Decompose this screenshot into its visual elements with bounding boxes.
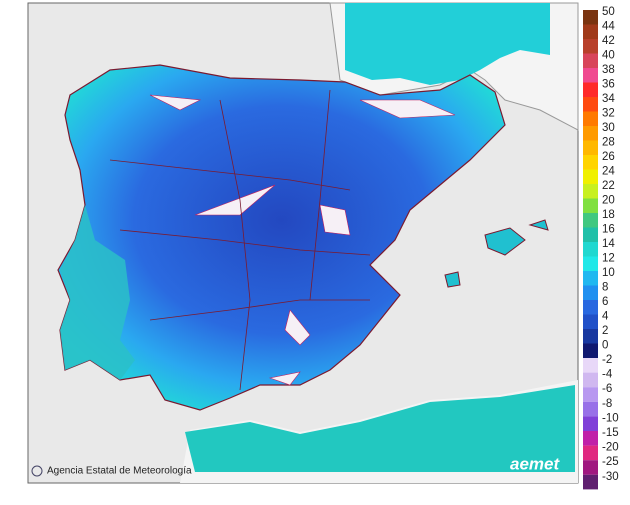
legend-swatch [583, 300, 598, 315]
legend-label: -20 [602, 442, 619, 454]
legend-swatch [583, 126, 598, 141]
legend-label: 30 [602, 122, 615, 134]
legend-label: 0 [602, 340, 608, 352]
france-coverage [345, 3, 550, 85]
legend-label: 8 [602, 282, 608, 294]
legend-swatch [583, 358, 598, 373]
legend-label: 36 [602, 79, 615, 91]
legend-label: -30 [602, 471, 619, 483]
africa-coverage [185, 385, 575, 472]
legend-swatch [583, 39, 598, 54]
legend-swatch [583, 416, 598, 431]
legend-swatch [583, 184, 598, 199]
legend-swatch [583, 285, 598, 300]
legend-swatch [583, 387, 598, 402]
legend-label: 28 [602, 137, 615, 149]
legend-swatch [583, 343, 598, 358]
legend-swatch [583, 271, 598, 286]
legend-label: 50 [602, 6, 615, 18]
credit: Agencia Estatal de Meteorología [47, 466, 192, 477]
legend-swatch [583, 401, 598, 417]
legend-swatch [583, 460, 598, 475]
legend-label: 10 [602, 267, 615, 279]
legend-label: 22 [602, 180, 615, 192]
legend-swatch [583, 24, 598, 39]
legend-swatch [583, 474, 598, 490]
legend-label: -25 [602, 456, 619, 468]
legend-label: 26 [602, 151, 615, 163]
legend-swatch [583, 242, 598, 257]
legend-swatch [583, 82, 598, 97]
legend-label: 20 [602, 195, 615, 207]
legend-label: 38 [602, 64, 615, 76]
legend-label: 44 [602, 21, 615, 33]
legend-label: 42 [602, 35, 615, 47]
legend-label: 4 [602, 311, 609, 323]
legend-label: 40 [602, 50, 615, 62]
legend-label: 12 [602, 253, 615, 265]
legend-swatch [583, 111, 598, 126]
balearic-islands [444, 219, 549, 288]
legend-swatch [583, 155, 598, 170]
legend-swatch [583, 227, 598, 242]
legend-swatch [583, 169, 598, 184]
legend-swatch [583, 372, 598, 388]
legend-label: 14 [602, 238, 615, 250]
portugal-south [60, 205, 135, 380]
legend: 5044424038363432302826242220181614121086… [583, 6, 619, 490]
legend-label: -6 [602, 383, 612, 395]
legend-swatch [583, 68, 598, 83]
credit-icon [31, 465, 43, 477]
legend-swatch [583, 431, 598, 446]
legend-swatch [583, 256, 598, 271]
map-frame: Agencia Estatal de Meteorología aemet [27, 2, 579, 484]
legend-swatch [583, 10, 598, 25]
legend-swatch [583, 329, 598, 344]
legend-label: 18 [602, 209, 615, 221]
legend-label: 34 [602, 93, 615, 105]
iberian-peninsula [57, 64, 506, 411]
region-borders [109, 89, 371, 391]
legend-swatch [583, 198, 598, 213]
legend-label: 6 [602, 296, 608, 308]
legend-label: 2 [602, 325, 608, 337]
legend-label: -4 [602, 369, 613, 381]
legend-swatch [583, 314, 598, 329]
legend-label: 24 [602, 166, 615, 178]
legend-swatch [583, 140, 598, 155]
legend-label: -8 [602, 398, 612, 410]
legend-swatch [583, 97, 598, 112]
legend-label: -10 [602, 412, 619, 424]
legend-label: -2 [602, 354, 612, 366]
legend-swatch [583, 445, 598, 461]
snow-peaks [149, 94, 456, 386]
logo: aemet [510, 454, 560, 473]
legend-swatch [583, 213, 598, 228]
legend-label: -15 [602, 427, 619, 439]
legend-label: 16 [602, 224, 615, 236]
legend-swatch [583, 53, 598, 68]
legend-label: 32 [602, 108, 615, 120]
